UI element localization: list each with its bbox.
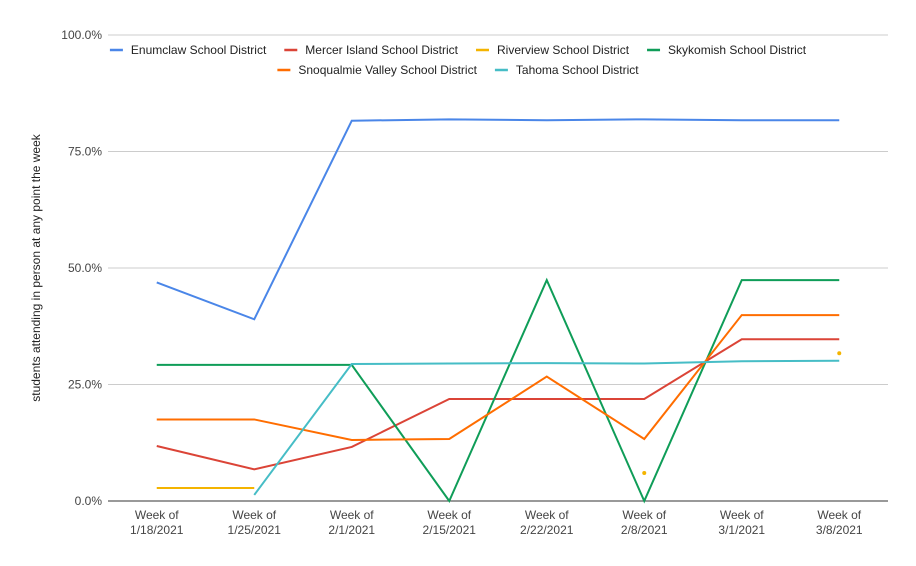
legend-item-snoqualmie-valley-school-district: Snoqualmie Valley School District: [277, 63, 478, 77]
series-line: [156, 118, 840, 321]
series-tahoma-school-district: [253, 359, 840, 496]
x-tick-label: Week of 1/25/2021: [228, 508, 282, 537]
series-line: [156, 314, 840, 441]
y-tick-label: 50.0%: [68, 261, 102, 275]
x-tick-label: Week of 2/1/2021: [328, 508, 375, 537]
series-mercer-island-school-district: [156, 338, 840, 471]
x-tick-label: Week of 2/22/2021: [520, 508, 574, 537]
series-enumclaw-school-district: [156, 118, 840, 321]
legend: Enumclaw School District Mercer Island Sc…: [109, 43, 807, 77]
legend-label: Mercer Island School District: [305, 43, 458, 57]
legend-label: Snoqualmie Valley School District: [298, 63, 477, 77]
legend-label: Enumclaw School District: [131, 43, 267, 57]
y-axis-ticks: 0.0% 25.0% 50.0% 75.0% 100.0%: [61, 28, 102, 508]
series-lines: [156, 118, 842, 504]
y-tick-label: 100.0%: [61, 28, 102, 42]
y-tick-label: 25.0%: [68, 378, 102, 392]
data-point: [642, 471, 647, 476]
legend-item-tahoma-school-district: Tahoma School District: [494, 63, 639, 77]
series-riverview-school-district: [156, 351, 842, 489]
y-axis-title: students attending in person at any poin…: [29, 133, 43, 402]
legend-item-skykomish-school-district: Skykomish School District: [647, 43, 807, 57]
legend-label: Skykomish School District: [668, 43, 807, 57]
legend-label: Riverview School District: [497, 43, 630, 57]
gridlines: [108, 34, 888, 502]
series-line: [156, 277, 840, 504]
data-point: [837, 351, 842, 356]
x-tick-label: Week of 1/18/2021: [130, 508, 184, 537]
legend-item-enumclaw-school-district: Enumclaw School District: [109, 43, 267, 57]
y-tick-label: 0.0%: [75, 494, 103, 508]
legend-item-mercer-island-school-district: Mercer Island School District: [284, 43, 459, 57]
legend-item-riverview-school-district: Riverview School District: [476, 43, 630, 57]
series-skykomish-school-district: [156, 277, 840, 504]
x-axis-ticks: Week of 1/18/2021 Week of 1/25/2021 Week of 2…: [130, 508, 863, 537]
x-tick-label: Week of 2/8/2021: [621, 508, 668, 537]
series-line: [156, 338, 840, 471]
legend-label: Tahoma School District: [516, 63, 639, 77]
y-tick-label: 75.0%: [68, 145, 102, 159]
x-tick-label: Week of 2/15/2021: [423, 508, 477, 537]
series-snoqualmie-valley-school-district: [156, 314, 840, 441]
x-tick-label: Week of 3/8/2021: [816, 508, 863, 537]
x-tick-label: Week of 3/1/2021: [718, 508, 765, 537]
series-line: [253, 359, 840, 496]
